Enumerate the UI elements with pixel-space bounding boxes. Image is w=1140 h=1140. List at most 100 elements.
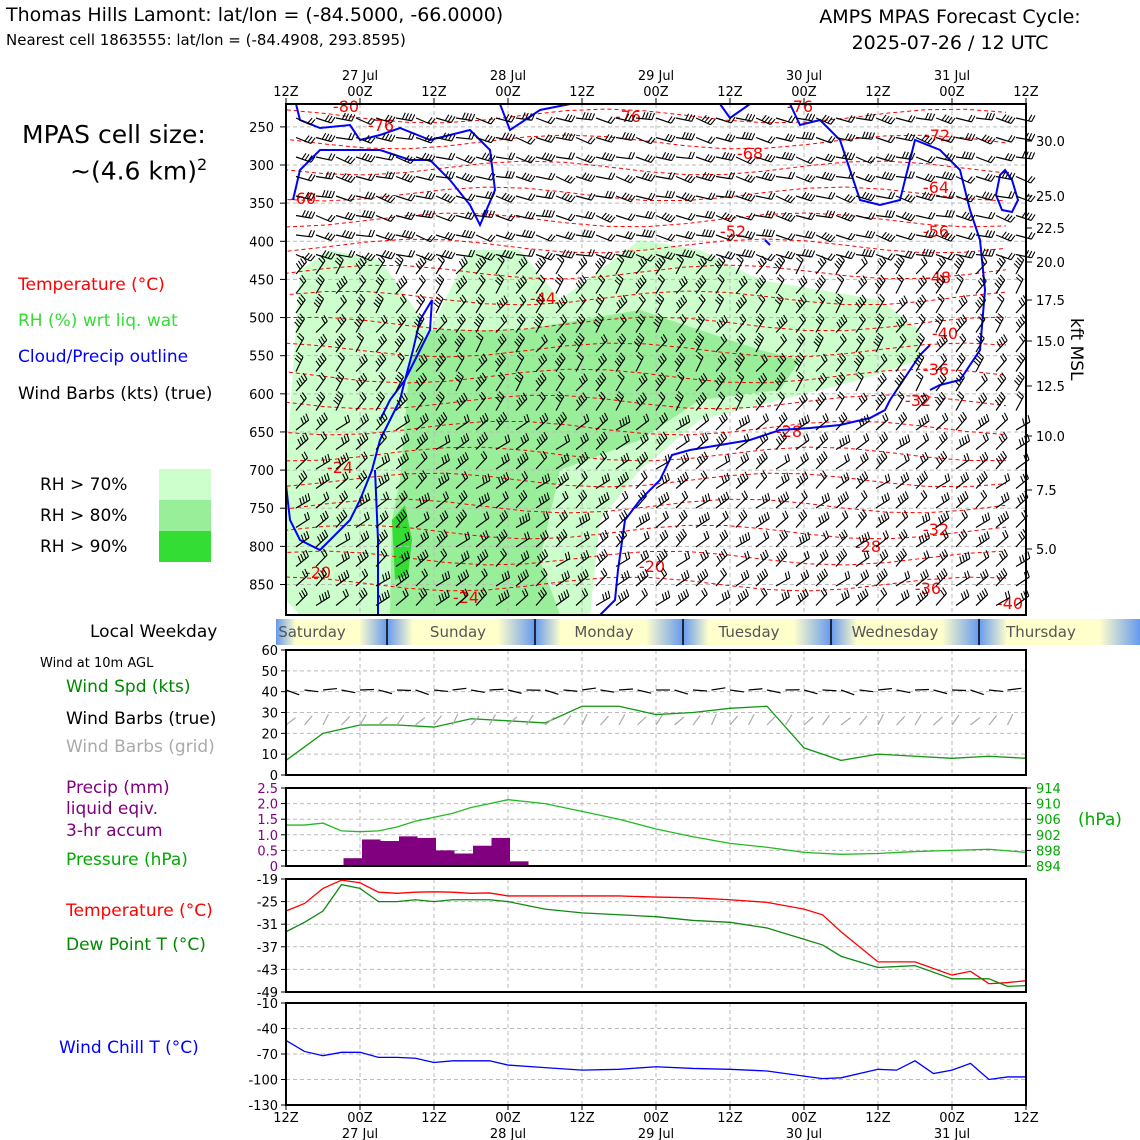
wind-barb-flag — [702, 434, 707, 442]
wind-barb-flag — [896, 357, 903, 365]
wind-barb-flag — [579, 573, 584, 581]
wind-barb-flag — [857, 355, 863, 361]
wind-barb-flag — [944, 172, 950, 179]
wind-barb-flag — [864, 192, 870, 200]
wind-barb-flag — [422, 587, 428, 595]
wind-barb — [695, 493, 711, 509]
wind-barb-flag — [783, 412, 788, 419]
wind-barb-flag — [501, 456, 505, 464]
wind-barb-flag — [350, 158, 356, 165]
wind-barb-flag — [364, 134, 370, 142]
wind-barb — [575, 294, 587, 314]
wind-barb-flag — [340, 511, 346, 519]
wind-barb-flag — [731, 172, 736, 180]
wind-barb-flag — [436, 536, 442, 543]
wind-barb — [515, 193, 536, 201]
wind-barb — [875, 587, 888, 606]
wind-barb-flag — [507, 195, 513, 202]
wind-barb-flag — [337, 254, 344, 261]
wind-barb-flag — [341, 173, 347, 180]
wind-barb-flag — [790, 215, 796, 222]
wind-barb-flag — [500, 476, 505, 483]
wind-barb-flag — [837, 293, 844, 300]
wind-barb-flag — [996, 575, 1001, 582]
wind-barb-flag — [556, 302, 561, 309]
wind-barb-flag — [881, 551, 887, 559]
wind-barb-flag — [938, 455, 943, 463]
wind-barb-flag — [498, 391, 505, 398]
wind-barb — [815, 568, 828, 587]
wind-barb — [475, 549, 489, 567]
wind-barb-flag — [579, 313, 586, 320]
wind-barb-flag — [544, 412, 549, 420]
cs-ytick-label: 800 — [249, 540, 274, 555]
wind-barb — [795, 509, 808, 528]
wind-barb-flag — [957, 416, 963, 424]
wind-barb-flag — [654, 263, 661, 270]
wind-barb — [895, 232, 916, 241]
wind-barb-flag — [720, 372, 726, 379]
wind-barb-flag — [377, 394, 384, 401]
wind-barb-flag — [450, 116, 456, 123]
wind-barb-flag — [761, 453, 766, 461]
wind-barb-flag — [522, 275, 527, 282]
wind-barb — [635, 549, 650, 567]
wind-barb-flag — [528, 230, 533, 238]
wind-barb — [655, 116, 676, 124]
wind-barb-flag — [747, 156, 753, 163]
wind-barb — [815, 232, 836, 243]
wind-barb-flag — [310, 137, 316, 144]
wind-barb-flag — [318, 478, 322, 486]
wind-barb-flag — [487, 116, 493, 124]
wind-barb-flag — [756, 575, 762, 582]
wind-barb — [835, 412, 848, 431]
wind-barb-flag — [444, 231, 450, 239]
wind-barb-flag — [804, 416, 808, 424]
wind-barb — [794, 352, 805, 372]
wind-barb-flag — [579, 332, 585, 339]
wind-barb-flag — [780, 414, 786, 422]
wind-barb-flag — [916, 355, 923, 361]
wind-barb-flag — [783, 314, 788, 322]
wind-barb-flag — [961, 211, 967, 218]
wind-barb-flag — [585, 432, 589, 440]
wind-barb-flag — [1015, 321, 1021, 328]
wind-barb-flag — [684, 416, 688, 424]
wind-barb-flag — [662, 431, 668, 439]
wind-barb-flag — [748, 250, 753, 257]
wind-barb — [695, 172, 716, 182]
wind-barb — [755, 587, 768, 606]
wind-barb — [535, 568, 548, 587]
wind-barb-flag — [318, 374, 324, 381]
wind-barb-flag — [937, 377, 943, 384]
wind-barb-flag — [730, 252, 736, 260]
wind-barb — [955, 391, 965, 411]
wind-barb-flag — [339, 316, 345, 323]
wind-barb-flag — [564, 490, 569, 498]
wind-barb — [375, 571, 391, 587]
wind-barb — [575, 489, 588, 509]
wind-barb — [355, 294, 366, 314]
wind-barb — [675, 551, 691, 568]
wind-barb-flag — [378, 416, 384, 424]
wind-barb-flag — [656, 555, 662, 563]
wind-barb-flag — [920, 277, 925, 285]
wind-barb — [655, 190, 676, 199]
wind-barb-flag — [873, 341, 880, 347]
wind-barb — [455, 132, 475, 140]
wind-barb — [375, 372, 386, 392]
wind-barb-flag — [891, 173, 896, 181]
wind-barb-flag — [496, 536, 501, 543]
wind-barb-flag — [403, 552, 408, 560]
cloud-outline — [499, 103, 571, 132]
wind-barb-flag — [347, 175, 353, 182]
wind-barb — [615, 551, 631, 568]
wind-barb-staff — [795, 557, 810, 567]
wind-barb-staff — [835, 195, 851, 204]
wind-barb — [815, 530, 830, 548]
wind-barb-flag — [859, 456, 864, 464]
wind-barb-flag — [359, 277, 365, 284]
wind-barb-flag — [324, 114, 330, 122]
wind-barb-flag — [498, 595, 502, 603]
wind-barb-flag — [881, 231, 887, 238]
